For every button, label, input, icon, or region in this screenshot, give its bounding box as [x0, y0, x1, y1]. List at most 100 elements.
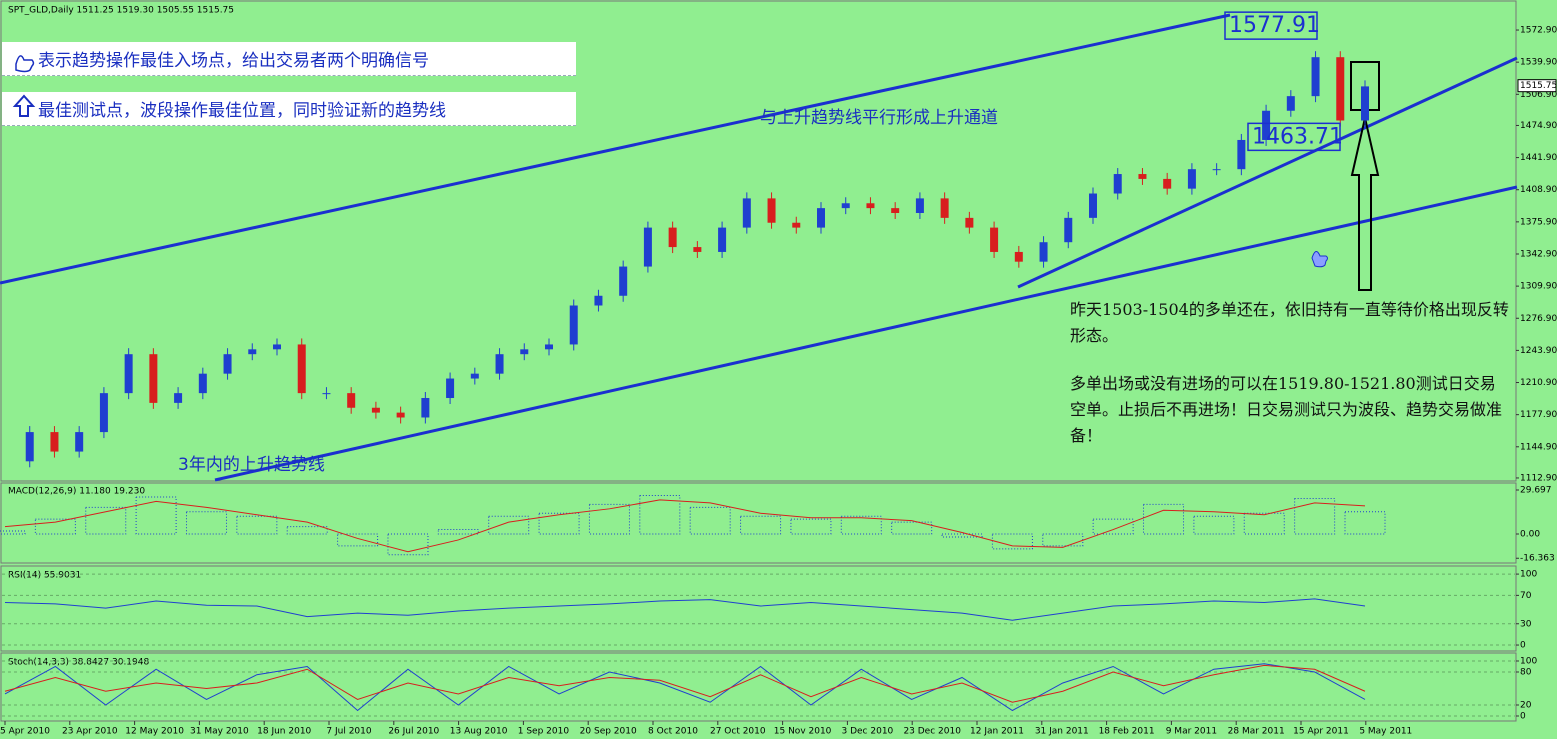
- x-tick-label: 26 Jul 2010: [388, 727, 439, 737]
- candle: [767, 198, 776, 223]
- trend-line: [214, 185, 1518, 482]
- x-tick-label: 8 Oct 2010: [648, 727, 698, 737]
- candle: [1138, 174, 1147, 179]
- macd-bar: [1143, 503, 1185, 535]
- macd-bar: [387, 533, 429, 556]
- channel-line: [0, 13, 1231, 285]
- macd-bar: [1344, 511, 1386, 535]
- candle: [1039, 242, 1048, 262]
- candle: [643, 227, 652, 267]
- y-tick-label: 80: [1520, 667, 1532, 677]
- y-tick-label: 0: [1520, 711, 1526, 721]
- x-tick-label: 15 Nov 2010: [774, 727, 832, 737]
- candle: [149, 354, 158, 403]
- x-tick-label: 12 May 2010: [125, 727, 184, 737]
- candle: [545, 344, 553, 350]
- candle: [347, 393, 356, 408]
- candle: [520, 349, 529, 355]
- macd-bar: [639, 494, 681, 535]
- x-tick-label: 5 May 2011: [1359, 727, 1412, 737]
- y-tick-label: 1309.90: [1520, 282, 1557, 292]
- x-tick-label: 15 Apr 2011: [1293, 727, 1349, 737]
- candle: [371, 407, 380, 413]
- last-price-flag: [1517, 79, 1557, 93]
- x-tick-label: 3 Dec 2010: [842, 727, 894, 737]
- y-tick-label: 0.00: [1520, 530, 1540, 540]
- x-tick-label: 18 Feb 2011: [1099, 727, 1155, 737]
- macd-bar: [991, 533, 1033, 550]
- macd-bar: [1042, 533, 1084, 547]
- macd-bar: [840, 515, 882, 535]
- signal-line: [4, 499, 1366, 553]
- candle: [891, 208, 900, 213]
- macd-bar: [0, 530, 26, 535]
- x-tick-label: 13 Aug 2010: [450, 727, 508, 737]
- y-tick-label: 70: [1520, 591, 1532, 601]
- x-tick-label: 7 Jul 2010: [326, 727, 371, 737]
- y-tick-label: 100: [1520, 570, 1537, 580]
- indicator-line: [4, 664, 1366, 703]
- macd-bar: [1193, 515, 1235, 535]
- arrow: [1350, 117, 1380, 291]
- x-tick-label: 1 Sep 2010: [518, 727, 570, 737]
- candle: [668, 227, 677, 248]
- signal-text: 表示趋势操作最佳入场点，给出交易者两个明确信号: [38, 51, 429, 71]
- x-tick-label: 12 Jan 2011: [970, 727, 1024, 737]
- y-tick-label: 100: [1520, 656, 1537, 666]
- macd-panel: [0, 482, 1517, 564]
- hand-icon: [15, 55, 35, 73]
- candle: [297, 344, 306, 394]
- candle: [841, 203, 850, 209]
- candle: [1286, 96, 1295, 111]
- candle: [396, 412, 405, 418]
- candle: [569, 305, 578, 345]
- y-tick-label: 1144.90: [1520, 442, 1557, 452]
- channel-note: 与上升趋势线平行形成上升通道: [760, 108, 998, 128]
- panel-title: RSI(14) 55.9031: [8, 571, 81, 581]
- macd-bar: [1243, 512, 1285, 535]
- candle: [1361, 86, 1369, 121]
- y-tick-label: 1177.90: [1520, 410, 1557, 420]
- candle: [99, 393, 108, 433]
- y-tick-label: 1375.90: [1520, 217, 1557, 227]
- macd-bar: [185, 511, 227, 535]
- candle: [248, 349, 257, 355]
- candle: [1113, 174, 1122, 194]
- panel-title: Stoch(14,3,3) 38.8427 30.1948: [8, 658, 149, 668]
- candle: [1237, 139, 1246, 170]
- price-label: 1463.71: [1252, 124, 1343, 149]
- last-price-label: 1515.75: [1520, 81, 1557, 91]
- candle: [1311, 57, 1320, 97]
- macd-bar: [286, 526, 328, 535]
- candle: [470, 373, 479, 379]
- x-tick-label: 5 Apr 2010: [0, 727, 50, 737]
- price-label-box: [1247, 122, 1341, 152]
- x-tick-label: 23 Apr 2010: [62, 727, 118, 737]
- signal-box: 表示趋势操作最佳入场点，给出交易者两个明确信号: [2, 42, 576, 76]
- candle: [990, 227, 999, 252]
- x-tick-label: 9 Mar 2011: [1166, 727, 1217, 737]
- header: SPT_GLD,Daily 1511.25 1519.30 1505.55 15…: [8, 6, 234, 16]
- y-tick-label: 1112.90: [1520, 473, 1557, 483]
- y-tick-label: 20: [1520, 700, 1532, 710]
- macd-bar: [941, 533, 983, 538]
- candle: [223, 354, 232, 374]
- candle: [1187, 169, 1196, 189]
- x-tick-label: 28 Mar 2011: [1228, 727, 1285, 737]
- candle: [1336, 57, 1345, 121]
- x-tick-label: 23 Dec 2010: [903, 727, 961, 737]
- candle: [718, 227, 727, 252]
- candle: [198, 373, 207, 394]
- y-tick-label: 29.697: [1520, 486, 1552, 496]
- candle: [495, 354, 504, 374]
- candle: [174, 393, 183, 403]
- y-tick-label: 1572.90: [1520, 26, 1557, 36]
- up-arrow-icon: [12, 94, 36, 117]
- candle: [742, 198, 751, 228]
- x-tick-label: 31 May 2010: [190, 727, 249, 737]
- indicator-line: [4, 663, 1366, 712]
- test-text: 最佳测试点，波段操作最佳位置，同时验证新的趋势线: [38, 101, 446, 121]
- x-tick-label: 27 Oct 2010: [710, 727, 766, 737]
- x-tick-label: 20 Sep 2010: [580, 727, 637, 737]
- trendline-note: 3年内的上升趋势线: [178, 455, 325, 475]
